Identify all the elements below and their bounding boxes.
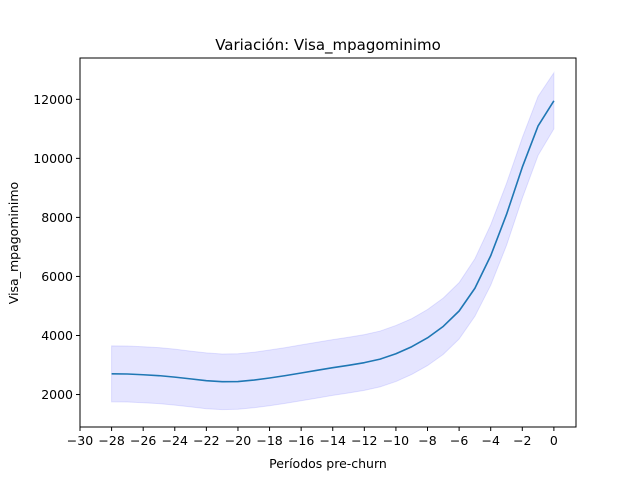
x-tick-label: −30: [67, 433, 93, 448]
x-tick-label: −22: [193, 433, 219, 448]
plot-frame: [79, 57, 577, 428]
x-tick-label: −28: [98, 433, 124, 448]
y-tick-label: 10000: [33, 151, 73, 166]
y-tick-label: 6000: [41, 269, 73, 284]
y-tick-label: 12000: [33, 92, 73, 107]
plot-area: [111, 71, 555, 411]
x-tick-label: −12: [351, 433, 377, 448]
x-tick-label: −26: [130, 433, 156, 448]
x-axis: −30 −28 −26 −24 −22 −20 −18 −16 −14 −12 −10 −8 −6 −4−…: [67, 427, 558, 448]
x-tick-label: −2: [513, 433, 531, 448]
series-line-0: [111, 100, 555, 383]
x-tick-label: −18: [256, 433, 282, 448]
chart-title: Variación: Visa_mpagominimo: [215, 36, 441, 55]
x-axis-label: Períodos pre-churn: [269, 456, 387, 471]
y-tick-label: 2000: [41, 387, 73, 402]
x-tick-label: −24: [162, 433, 188, 448]
x-tick-label: 0: [550, 433, 558, 448]
x-tick-label: −20: [225, 433, 251, 448]
y-tick-label: 8000: [41, 210, 73, 225]
y-tick-label: 4000: [41, 328, 73, 343]
y-axis: 2000 4000 6000 8000 10000 12000: [33, 92, 80, 402]
x-tick-label: −16: [288, 433, 314, 448]
y-axis-label: Visa_mpagominimo: [6, 182, 21, 304]
x-tick-label: −14: [320, 433, 346, 448]
x-tick-label: −8: [418, 433, 436, 448]
x-tick-label: −6: [450, 433, 468, 448]
confidence-band-0: [111, 71, 555, 411]
x-tick-label: −4: [481, 433, 499, 448]
x-tick-label: −10: [383, 433, 409, 448]
